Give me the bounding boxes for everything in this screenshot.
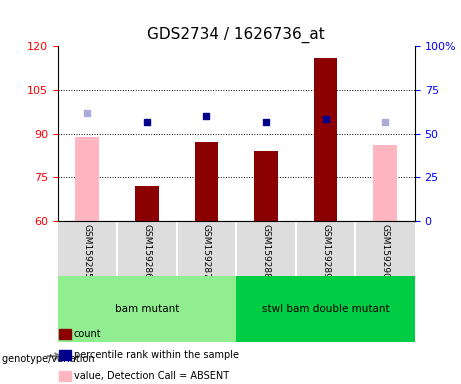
Text: GSM159287: GSM159287 bbox=[202, 224, 211, 279]
Text: percentile rank within the sample: percentile rank within the sample bbox=[74, 350, 239, 360]
Text: GSM159285: GSM159285 bbox=[83, 224, 92, 279]
Bar bbox=[313, 58, 337, 221]
Title: GDS2734 / 1626736_at: GDS2734 / 1626736_at bbox=[148, 27, 325, 43]
Text: count: count bbox=[74, 329, 101, 339]
Bar bbox=[195, 142, 219, 221]
FancyBboxPatch shape bbox=[236, 276, 415, 342]
Bar bbox=[76, 137, 99, 221]
Text: GSM159290: GSM159290 bbox=[381, 224, 390, 279]
Bar bbox=[373, 146, 397, 221]
Text: GSM159288: GSM159288 bbox=[261, 224, 271, 279]
Text: GSM159289: GSM159289 bbox=[321, 224, 330, 279]
Text: value, Detection Call = ABSENT: value, Detection Call = ABSENT bbox=[74, 371, 229, 381]
Text: stwl bam double mutant: stwl bam double mutant bbox=[262, 304, 390, 314]
Text: GSM159286: GSM159286 bbox=[142, 224, 152, 279]
Bar bbox=[135, 186, 159, 221]
Bar bbox=[254, 151, 278, 221]
Text: bam mutant: bam mutant bbox=[115, 304, 179, 314]
Text: genotype/variation: genotype/variation bbox=[2, 354, 98, 364]
FancyBboxPatch shape bbox=[58, 276, 236, 342]
